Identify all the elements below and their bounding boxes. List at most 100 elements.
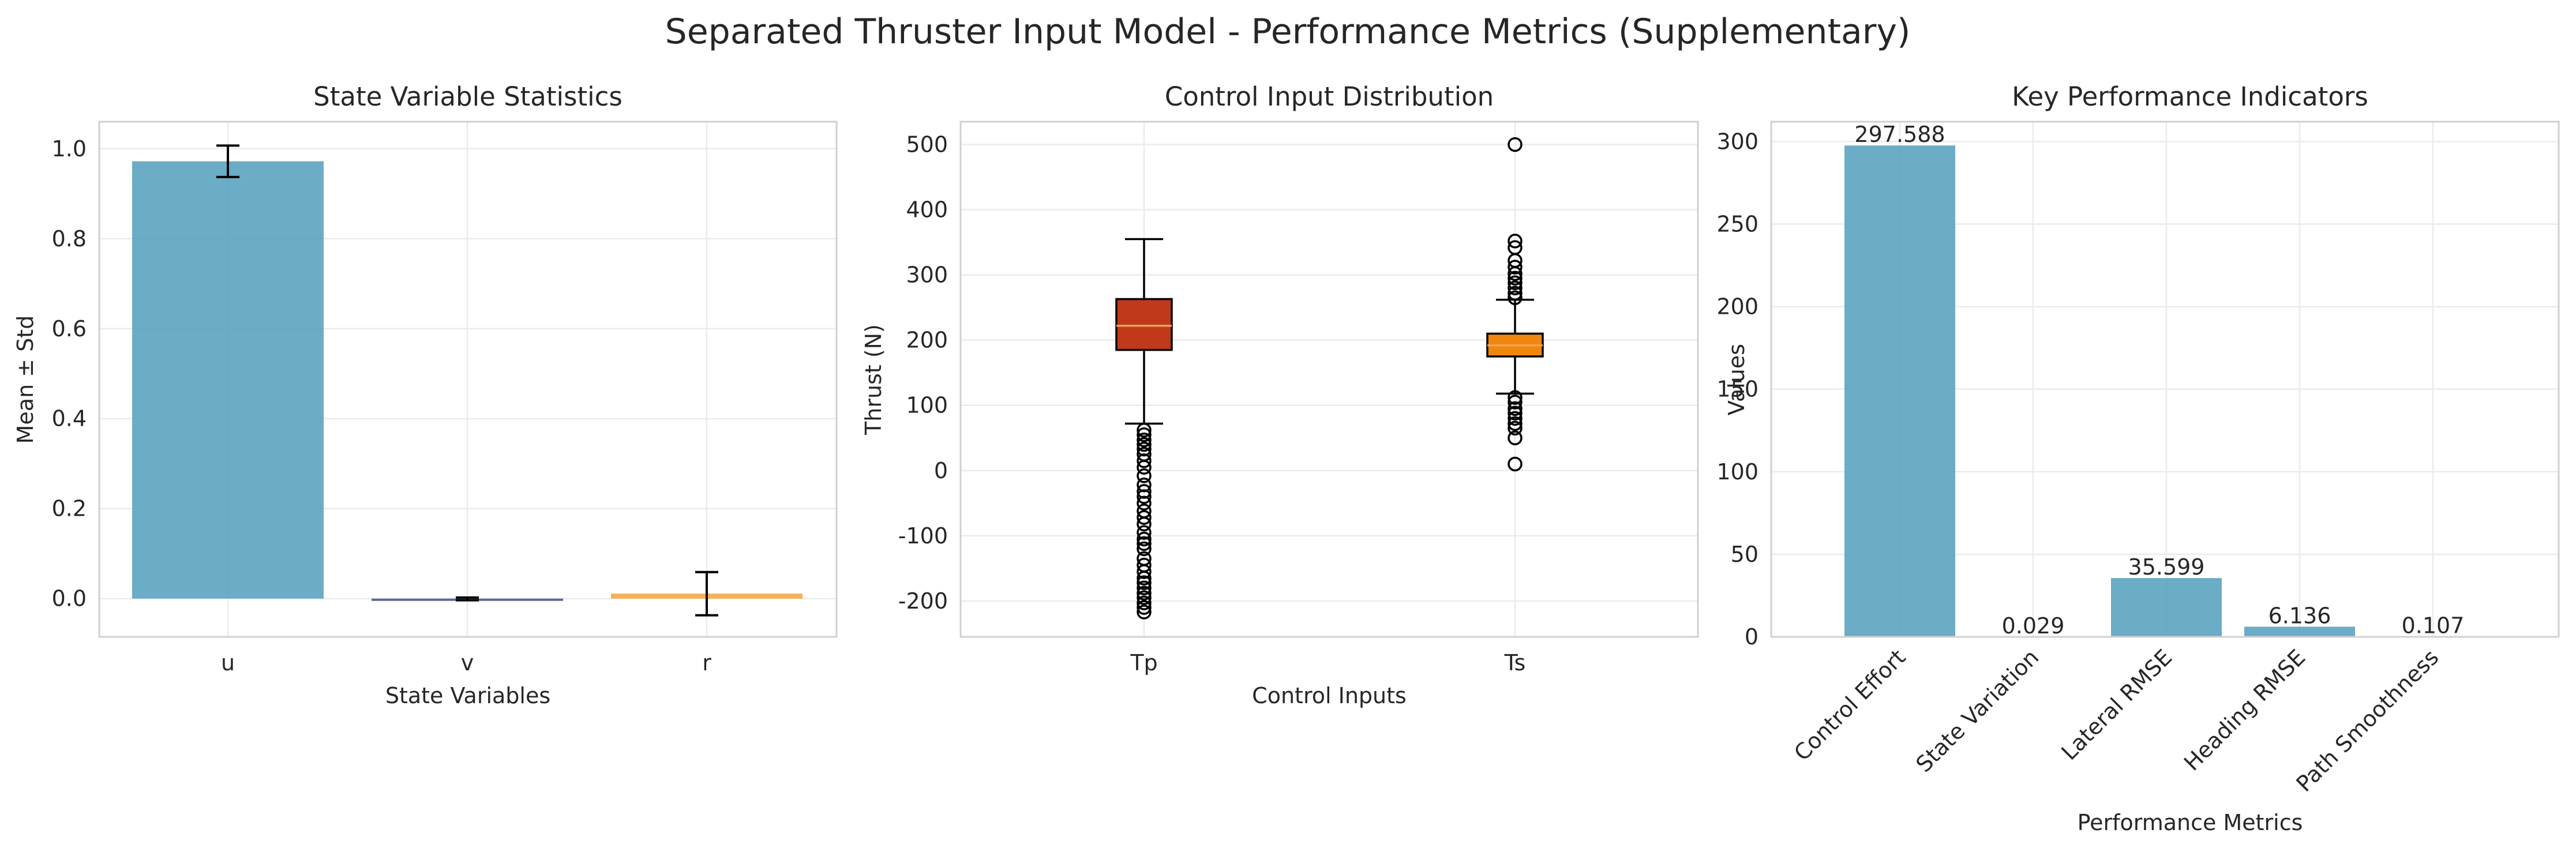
panel-1-marks: [132, 144, 803, 617]
outlier-Tp: [1137, 605, 1152, 620]
outlier-Tp: [1137, 489, 1152, 504]
panel-1-ticks: 0.0 0.2 0.4 0.6 0.8 1.0 u v r: [52, 136, 712, 675]
panel-3-title: Key Performance Indicators: [2012, 81, 2368, 112]
outlier-Tp: [1137, 427, 1152, 442]
outlier-Tp: [1137, 595, 1152, 610]
figure-title: Separated Thruster Input Model - Perform…: [665, 12, 1911, 52]
outlier-Tp: [1137, 496, 1152, 511]
outlier-Tp: [1137, 531, 1152, 547]
x-tick-label-heading-rmse: Heading RMSE: [2179, 644, 2310, 775]
y-tick-label: 50: [1731, 542, 1758, 567]
panel-2-ylabel: Thrust (N): [861, 324, 886, 436]
outlier-Tp: [1137, 422, 1152, 438]
panel-2-xlabel: Control Inputs: [1252, 683, 1407, 708]
outlier-Tp: [1137, 525, 1152, 540]
y-tick-label: 0: [1745, 624, 1758, 650]
panel-3-xlabel: Performance Metrics: [2078, 810, 2303, 835]
y-tick-label: 0.0: [52, 586, 87, 611]
panel-1-title: State Variable Statistics: [313, 81, 623, 112]
outlier-Tp: [1137, 570, 1152, 586]
panel-1-ylabel: Mean ± Std: [13, 316, 38, 444]
outlier-Ts: [1508, 286, 1523, 301]
outlier-Ts: [1508, 421, 1523, 436]
outlier-Tp: [1137, 460, 1152, 475]
y-tick-label: 150: [1716, 377, 1758, 402]
x-tick-label-state-variation: State Variation: [1911, 644, 2043, 777]
outlier-Ts: [1508, 456, 1523, 472]
y-tick-label: 0.4: [52, 406, 87, 431]
outlier-Ts: [1508, 411, 1523, 426]
bar-heading-rmse: [2244, 626, 2355, 637]
outlier-Tp: [1137, 468, 1152, 483]
panel-2-marks: [1115, 137, 1544, 620]
outlier-Ts: [1508, 280, 1523, 295]
outlier-Ts: [1508, 430, 1523, 445]
outlier-Ts: [1508, 406, 1523, 421]
panel-3-ylabel: Values: [1724, 344, 1749, 415]
outlier-Tp: [1137, 432, 1152, 448]
panel-2-grid: [961, 122, 1698, 637]
panel-3-marks: 297.588 0.029 35.599 6.136 0.107: [1844, 122, 2488, 639]
outlier-Ts: [1508, 401, 1523, 416]
outlier-Ts: [1508, 266, 1523, 282]
x-tick-label-path-smoothness: Path Smoothness: [2291, 644, 2443, 797]
outlier-Ts: [1508, 275, 1523, 290]
outlier-Tp: [1137, 437, 1152, 452]
y-tick-label: 200: [906, 328, 948, 353]
x-tick-label-lateral-rmse: Lateral RMSE: [2056, 644, 2177, 765]
y-tick-label: 250: [1716, 211, 1758, 237]
outlier-Tp: [1137, 541, 1152, 557]
bar-control-effort: [1844, 145, 1955, 637]
y-tick-label: 1.0: [52, 136, 87, 162]
panel-1-xlabel: State Variables: [385, 683, 550, 708]
x-tick-label-r: r: [702, 650, 711, 675]
outlier-Tp: [1137, 536, 1152, 551]
y-tick-label: 100: [1716, 459, 1758, 485]
y-tick-label: 500: [906, 132, 948, 157]
panel-2-ticks: -200 -100 0 100 200 300 400 500 Tp Ts: [898, 132, 1526, 675]
x-tick-label-v: v: [461, 650, 474, 675]
outlier-Tp: [1137, 510, 1152, 525]
data-label-lateral-rmse: 35.599: [2128, 554, 2205, 580]
outlier-Tp: [1137, 564, 1152, 579]
data-label-path-smoothness: 0.107: [2402, 613, 2465, 639]
panel-state-variable-statistics: State Variable Statistics 0.0 0.2 0.4 0.6 0.…: [13, 81, 838, 708]
outlier-Ts: [1508, 234, 1523, 249]
y-tick-label: 100: [906, 393, 948, 418]
y-tick-label: 300: [1716, 129, 1758, 154]
bar-lateral-rmse: [2111, 578, 2222, 637]
x-tick-label-Tp: Tp: [1130, 650, 1157, 675]
outlier-Ts: [1508, 390, 1523, 405]
outlier-Tp: [1137, 585, 1152, 601]
y-tick-label: 400: [906, 197, 948, 223]
bar-u: [132, 161, 324, 599]
outlier-Tp: [1137, 516, 1152, 532]
panel-control-input-distribution: Control Input Distribution -200 -100 0 100 2…: [861, 81, 1699, 708]
outlier-Ts: [1508, 271, 1523, 286]
panel-3-frame: [1770, 121, 2560, 638]
outlier-Ts: [1508, 395, 1523, 410]
panel-2-title: Control Input Distribution: [1165, 81, 1494, 112]
y-tick-label: -200: [898, 588, 948, 614]
outlier-Ts: [1508, 416, 1523, 431]
outlier-Tp: [1137, 580, 1152, 595]
x-tick-label-Ts: Ts: [1504, 650, 1526, 675]
outlier-Tp: [1137, 590, 1152, 605]
y-tick-label: 0.6: [52, 316, 87, 341]
y-tick-label: -100: [898, 523, 948, 549]
x-tick-label-control-effort: Control Effort: [1789, 644, 1910, 765]
panel-3-ticks: 0 50 100 150 200 250 300 Control Effort State Va…: [1716, 129, 2443, 797]
y-tick-label: 0.2: [52, 496, 87, 521]
data-label-heading-rmse: 6.136: [2268, 603, 2331, 628]
y-tick-label: 0: [934, 458, 948, 483]
y-tick-label: 0.8: [52, 226, 87, 252]
box-Tp: [1115, 298, 1173, 351]
outlier-Tp: [1137, 453, 1152, 468]
outlier-Ts: [1508, 137, 1523, 152]
data-label-state-variation: 0.029: [2002, 613, 2065, 639]
y-tick-label: 300: [906, 262, 948, 288]
outlier-Ts: [1508, 290, 1523, 305]
panel-1-frame: [98, 121, 838, 638]
outlier-Tp: [1137, 600, 1152, 615]
